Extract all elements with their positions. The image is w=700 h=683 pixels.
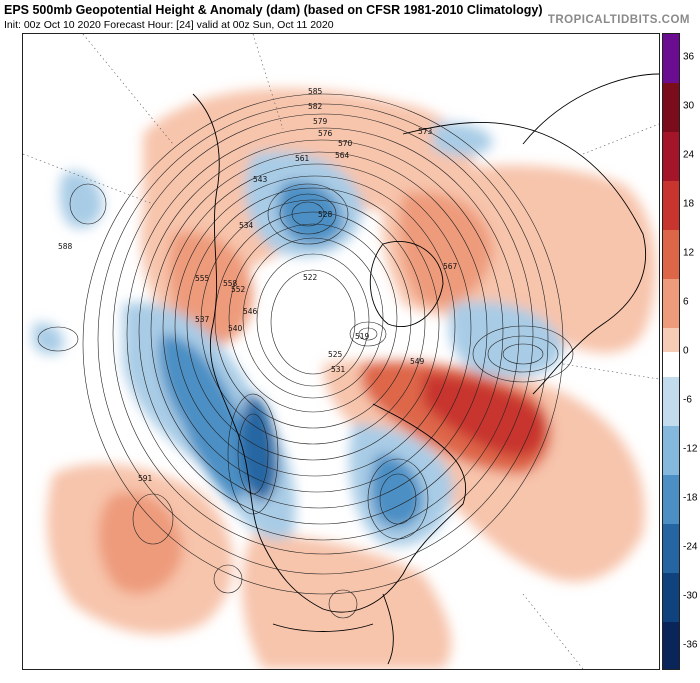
contour-label: 555: [195, 274, 210, 283]
positive-anomaly-area: [242, 534, 452, 669]
colorbar: [662, 33, 680, 670]
contour-labels: 585 582 579 576 573 570 567 564 561 558 …: [58, 87, 458, 483]
colorbar-segment: [663, 132, 679, 181]
eurasia-coast: [402, 122, 647, 395]
contour-label: 579: [313, 117, 328, 126]
negative-anomaly-area: [59, 171, 103, 228]
contour-label: 543: [253, 175, 268, 184]
greenland-coast: [369, 240, 444, 328]
north-america-coast: [192, 93, 467, 613]
contour-label: 549: [410, 357, 425, 366]
colorbar-label: -30: [683, 590, 698, 602]
colorbar-label: -12: [683, 443, 698, 455]
brand-watermark: TROPICALTIDBITS.COM: [547, 14, 690, 26]
negative-anomaly-core: [277, 181, 343, 244]
asia-coast: [522, 73, 659, 145]
contour-label: 573: [418, 127, 433, 136]
negative-anomaly-area: [433, 122, 493, 156]
colorbar-label: -24: [683, 541, 698, 553]
colorbar-label: 30: [683, 100, 695, 112]
colorbar-label: -36: [683, 639, 698, 651]
colorbar-segment: [663, 524, 679, 573]
colorbar-segment: [663, 83, 679, 132]
colorbar-segment: [663, 475, 679, 524]
contour-label: 564: [335, 151, 350, 160]
colorbar-segment: [663, 181, 679, 230]
contour-label: 591: [138, 474, 153, 483]
anomaly-shading: [33, 88, 657, 669]
gulf-coast: [272, 623, 374, 632]
graticule: [23, 34, 659, 669]
positive-anomaly-core: [423, 374, 546, 457]
contour-label: 561: [295, 154, 310, 163]
height-contours: [37, 93, 574, 619]
negative-anomaly-area: [33, 323, 64, 355]
contour-label: 546: [243, 307, 258, 316]
colorbar-segment: [663, 377, 679, 426]
negative-anomaly-core: [240, 394, 278, 501]
contour-label: 558: [223, 279, 238, 288]
colorbar-segment: [663, 426, 679, 475]
colorbar-label: 18: [683, 198, 695, 210]
colorbar-segment: [663, 279, 679, 328]
coastlines: [192, 73, 659, 665]
negative-anomaly-area: [449, 301, 563, 378]
colorbar-label: -18: [683, 492, 698, 504]
chart-subtitle: Init: 00z Oct 10 2020 Forecast Hour: [24…: [4, 19, 334, 31]
positive-anomaly-core: [169, 232, 253, 347]
contour-label: 531: [331, 365, 346, 374]
colorbar-label: 12: [683, 247, 695, 259]
contour-label: 585: [308, 87, 323, 96]
colorbar-segment: [663, 352, 679, 377]
contour-label: 540: [228, 324, 243, 333]
negative-anomaly-core: [159, 334, 250, 504]
contour-label: 552: [231, 285, 246, 294]
contour-label: 570: [338, 139, 353, 148]
colorbar-label: -6: [683, 394, 692, 406]
contour-label: 582: [308, 102, 323, 111]
colorbar-label: 36: [683, 51, 695, 63]
colorbar-segment: [663, 622, 679, 669]
colorbar-label: 6: [683, 296, 689, 308]
contour-label: 567: [443, 262, 458, 271]
florida-coast: [382, 593, 394, 665]
colorbar-segment: [663, 34, 679, 83]
colorbar-label: 0: [683, 345, 689, 357]
contour-label: 519: [355, 332, 370, 341]
contour-label: 534: [239, 221, 254, 230]
contour-label: 522: [303, 273, 318, 282]
negative-anomaly-core: [370, 454, 423, 528]
contour-label: 525: [328, 350, 343, 359]
colorbar-segment: [663, 328, 679, 352]
colorbar-label: 24: [683, 149, 695, 161]
colorbar-segment: [663, 573, 679, 622]
contour-label: 537: [195, 315, 210, 324]
colorbar-segment: [663, 230, 679, 279]
positive-anomaly-core: [98, 492, 183, 594]
anomaly-map: 585 582 579 576 573 570 567 564 561 558 …: [22, 33, 660, 670]
chart-title: EPS 500mb Geopotential Height & Anomaly …: [4, 3, 543, 17]
map-canvas: 585 582 579 576 573 570 567 564 561 558 …: [23, 34, 659, 669]
contour-label: 588: [58, 242, 73, 251]
contour-label: 576: [318, 129, 333, 138]
contour-label: 528: [318, 210, 333, 219]
